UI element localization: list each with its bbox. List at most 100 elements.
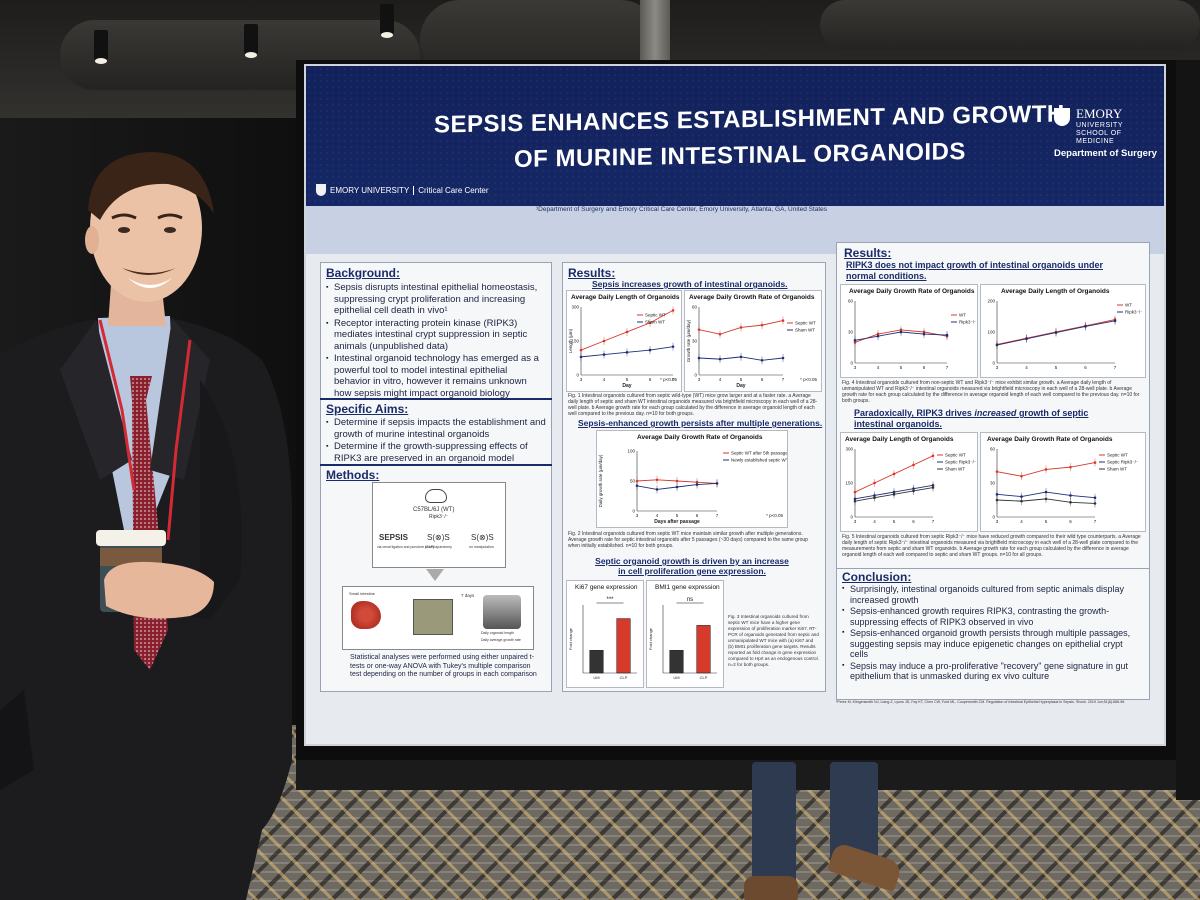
conclusion-heading: Conclusion: bbox=[842, 570, 912, 584]
emory-som-logo: EMORY UNIVERSITY SCHOOL OF MEDICINE Depa… bbox=[1054, 106, 1159, 159]
data-point bbox=[853, 490, 857, 494]
fig5b-chart: 3 4 5 6 7 0 30 60 Septic WT Septic Ripk3⁻/⁻ Sham W… bbox=[990, 447, 1139, 525]
fig5a-title: Average Daily Length of Organoids bbox=[845, 436, 954, 443]
data-point bbox=[635, 479, 639, 483]
y-tick-label: 0 bbox=[576, 373, 579, 378]
smile bbox=[128, 278, 172, 288]
data-point bbox=[718, 357, 722, 361]
poster-authors: Evan Straub, MD¹; Priji Prasad Jalaja, P… bbox=[476, 192, 927, 203]
results2-sub2-c: growth of septic bbox=[1016, 408, 1089, 418]
background-bullet: Receptor interacting protein kinase (RIP… bbox=[326, 318, 546, 353]
right-eyebrow bbox=[157, 213, 183, 220]
data-point bbox=[1025, 337, 1028, 341]
right-lapel bbox=[150, 318, 210, 480]
mustache bbox=[122, 268, 176, 275]
fig2-caption: Fig. 2 Intestinal organoids cultured fro… bbox=[568, 531, 808, 549]
data-point bbox=[1084, 325, 1087, 328]
fig4b-panel: Average Daily Length of Organoids 3 4 5 6 7 0… bbox=[980, 284, 1146, 378]
background-bullet: Sepsis disrupts intestinal epithelial ho… bbox=[326, 282, 546, 317]
data-point bbox=[899, 330, 903, 334]
y-axis-label: Fold change bbox=[648, 627, 653, 650]
data-point bbox=[1069, 465, 1072, 469]
data-point bbox=[892, 472, 896, 476]
results-heading: Results: bbox=[568, 266, 616, 280]
results-sub3: Septic organoid growth is driven by an i… bbox=[595, 556, 789, 576]
y-tick-label: 30 bbox=[692, 339, 698, 344]
fig1a-chart: 3 4 5 6 7 0 150 300 Septic WT Sham WT Day Length (μ… bbox=[568, 305, 677, 390]
ceiling-duct bbox=[820, 0, 1200, 50]
left-sleeve bbox=[0, 690, 34, 790]
data-point bbox=[625, 351, 629, 354]
data-point bbox=[853, 338, 857, 342]
legend-label: WT bbox=[959, 313, 966, 318]
data-point bbox=[579, 348, 583, 352]
x-tick-label: 7 bbox=[946, 365, 949, 370]
x-tick-label: 3 bbox=[636, 513, 639, 518]
left-eye bbox=[118, 227, 130, 233]
x-tick-label: 4 bbox=[656, 513, 659, 518]
data-point bbox=[781, 356, 785, 360]
x-tick-label: 3 bbox=[854, 519, 857, 524]
fig5b-title: Average Daily Growth Rate of Organoids bbox=[987, 436, 1113, 443]
y-tick-label: 60 bbox=[692, 305, 698, 310]
emory-ccc-logo: EMORY UNIVERSITY Critical Care Center bbox=[316, 184, 489, 196]
fig2-title: Average Daily Growth Rate of Organoids bbox=[637, 434, 763, 441]
legend-label: Sham WT bbox=[795, 328, 815, 333]
x-axis-label: Days after passage bbox=[654, 519, 700, 525]
logo-right-dept: Department of Surgery bbox=[1054, 148, 1157, 159]
y-tick-label: 60 bbox=[990, 447, 996, 452]
y-tick-label: 150 bbox=[571, 339, 579, 344]
legend-label: Ripk3⁻/⁻ bbox=[1125, 310, 1143, 315]
x-tick-label: 6 bbox=[923, 365, 926, 370]
y-axis-label: Growth rate (μm/day) bbox=[686, 319, 691, 362]
coffee-cup-sleeve bbox=[100, 548, 162, 566]
ceiling-light bbox=[244, 24, 258, 58]
legend-label: Septic WT bbox=[795, 321, 816, 326]
ceiling-light bbox=[94, 30, 108, 64]
fig1a-panel: Average Daily Length of Organoids 3 4 5 6 7 0… bbox=[566, 290, 682, 392]
data-point bbox=[671, 345, 675, 348]
fig4a-chart: 3 4 5 6 7 0 30 60 WT Ripk3⁻/⁻ bbox=[848, 299, 977, 371]
y-tick-label: 100 bbox=[987, 330, 995, 335]
fig4b-title: Average Daily Length of Organoids bbox=[1001, 288, 1110, 295]
left-lapel bbox=[60, 320, 132, 480]
aims-bullet: Determine if sepsis impacts the establis… bbox=[326, 417, 546, 440]
fig1-caption: Fig. 1 Intestinal organoids cultured fro… bbox=[568, 393, 818, 417]
fig1b-chart: 3 4 5 6 7 0 30 60 Septic WT Sham WT Day Growth rate… bbox=[686, 305, 817, 390]
data-point bbox=[579, 355, 583, 359]
x-tick-label: 5 bbox=[900, 365, 903, 370]
data-point bbox=[931, 454, 935, 458]
data-point bbox=[695, 483, 699, 486]
legend-label: Newly established septic WT bbox=[731, 458, 787, 463]
y-tick-label: 300 bbox=[571, 305, 579, 310]
left-eyebrow bbox=[111, 213, 137, 220]
significance-label: *** bbox=[606, 597, 614, 603]
fig3-caption: Fig. 3 Intestinal organoids cultured fro… bbox=[728, 614, 819, 667]
methods-heading: Methods: bbox=[326, 468, 380, 482]
y-tick-label: 0 bbox=[992, 515, 995, 520]
legend-label: Septic WT bbox=[945, 453, 966, 458]
right-arm bbox=[150, 380, 242, 620]
mouse-icon bbox=[425, 489, 447, 503]
background-heading: Background: bbox=[326, 266, 401, 280]
data-point bbox=[873, 496, 876, 500]
logo-right-line3: SCHOOL OF bbox=[1076, 130, 1122, 137]
data-point bbox=[760, 358, 764, 362]
logo-left-unit: Critical Care Center bbox=[413, 185, 489, 195]
data-point bbox=[648, 321, 652, 325]
legend-label: WT bbox=[1125, 303, 1132, 308]
bar bbox=[696, 625, 711, 674]
methods-diagram-top: C57BL/6J (WT) Ripk3⁻/⁻ SEPSIS S(⊗)S S(⊗)… bbox=[372, 482, 506, 568]
x-tick-label: UM bbox=[593, 675, 599, 680]
x-tick-label: CLP bbox=[620, 675, 628, 680]
data-point bbox=[945, 333, 949, 337]
group-naive-sub: no manipulation bbox=[469, 545, 494, 549]
y-tick-label: 0 bbox=[992, 361, 995, 366]
intestine-icon bbox=[351, 601, 381, 629]
x-tick-label: 5 bbox=[1055, 365, 1058, 370]
fig1a-title: Average Daily Length of Organoids bbox=[571, 294, 680, 301]
x-tick-label: 3 bbox=[580, 377, 583, 382]
readout-growth: Daily average growth rate bbox=[481, 638, 521, 642]
aims-bullet: Determine if the growth-suppressing effe… bbox=[326, 441, 546, 464]
data-point bbox=[635, 484, 639, 488]
